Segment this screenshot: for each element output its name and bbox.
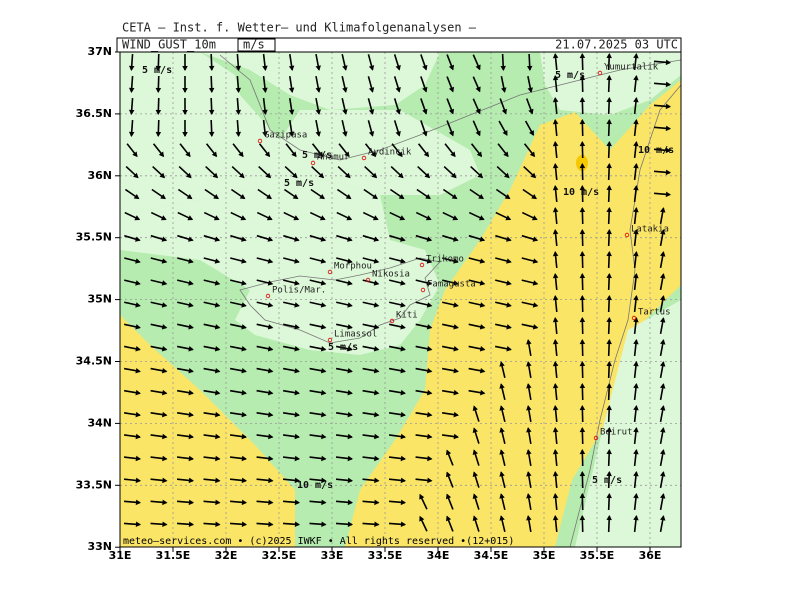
x-tick-label: 35.5E: [580, 549, 615, 562]
field-name: WIND_GUST_10m: [122, 38, 216, 52]
place-name: Nikosia: [372, 270, 410, 280]
y-tick-label: 33N: [87, 540, 112, 553]
x-tick-label: 32.5E: [262, 549, 297, 562]
contour-label: 5 m/s: [555, 70, 585, 81]
y-tick-label: 36N: [87, 169, 112, 182]
y-tick-label: 35N: [87, 293, 112, 306]
y-tick-label: 33.5N: [76, 478, 112, 491]
org-header: CETA – Inst. f. Wetter– und Klimafolgena…: [122, 21, 477, 35]
contour-label: 5 m/s: [592, 475, 622, 486]
place-name: Polis/Mar.: [272, 286, 326, 296]
contour-label: 10 m/s: [297, 480, 333, 491]
x-tick-label: 33E: [321, 549, 344, 562]
place-name: Tartus: [638, 308, 671, 318]
datetime: 21.07.2025 03 UTC: [555, 38, 678, 52]
place-name: Yumurtalik: [604, 63, 659, 73]
y-tick-label: 34.5N: [76, 355, 112, 368]
x-tick-label: 36E: [639, 549, 662, 562]
x-tick-label: 34E: [427, 549, 450, 562]
x-tick-label: 33.5E: [368, 549, 403, 562]
contour-label: 10 m/s: [638, 145, 674, 156]
x-tick-label: 34.5E: [474, 549, 509, 562]
contour-label: 5 m/s: [302, 150, 332, 161]
y-tick-label: 35.5N: [76, 231, 112, 244]
x-tick-label: 31E: [109, 549, 132, 562]
map-area: [120, 52, 681, 547]
x-tick-label: 32E: [215, 549, 238, 562]
y-tick-label: 36.5N: [76, 107, 112, 120]
place-name: Famagusta: [427, 280, 476, 290]
contour-label: 5 m/s: [142, 65, 172, 76]
place-name: Latakia: [631, 225, 669, 235]
place-name: Morphou: [334, 262, 372, 272]
contour-label: 5 m/s: [328, 342, 358, 353]
x-tick-label: 35E: [533, 549, 556, 562]
place-name: Kiti: [396, 311, 418, 321]
place-name: Beirut: [600, 428, 633, 438]
contour-label: 5 m/s: [284, 178, 314, 189]
place-name: Limassol: [334, 330, 377, 340]
y-tick-label: 34N: [87, 416, 112, 429]
footer: meteo–services.com • (c)2025 IWKF • All …: [123, 536, 514, 547]
place-name: Trikomo: [426, 255, 464, 265]
contour-label: 10 m/s: [563, 187, 599, 198]
place-name: Aydincik: [368, 148, 412, 158]
unit: m/s: [243, 38, 265, 52]
x-tick-label: 31.5E: [156, 549, 191, 562]
place-name: Gazipasa: [264, 131, 307, 141]
y-tick-label: 37N: [87, 45, 112, 58]
